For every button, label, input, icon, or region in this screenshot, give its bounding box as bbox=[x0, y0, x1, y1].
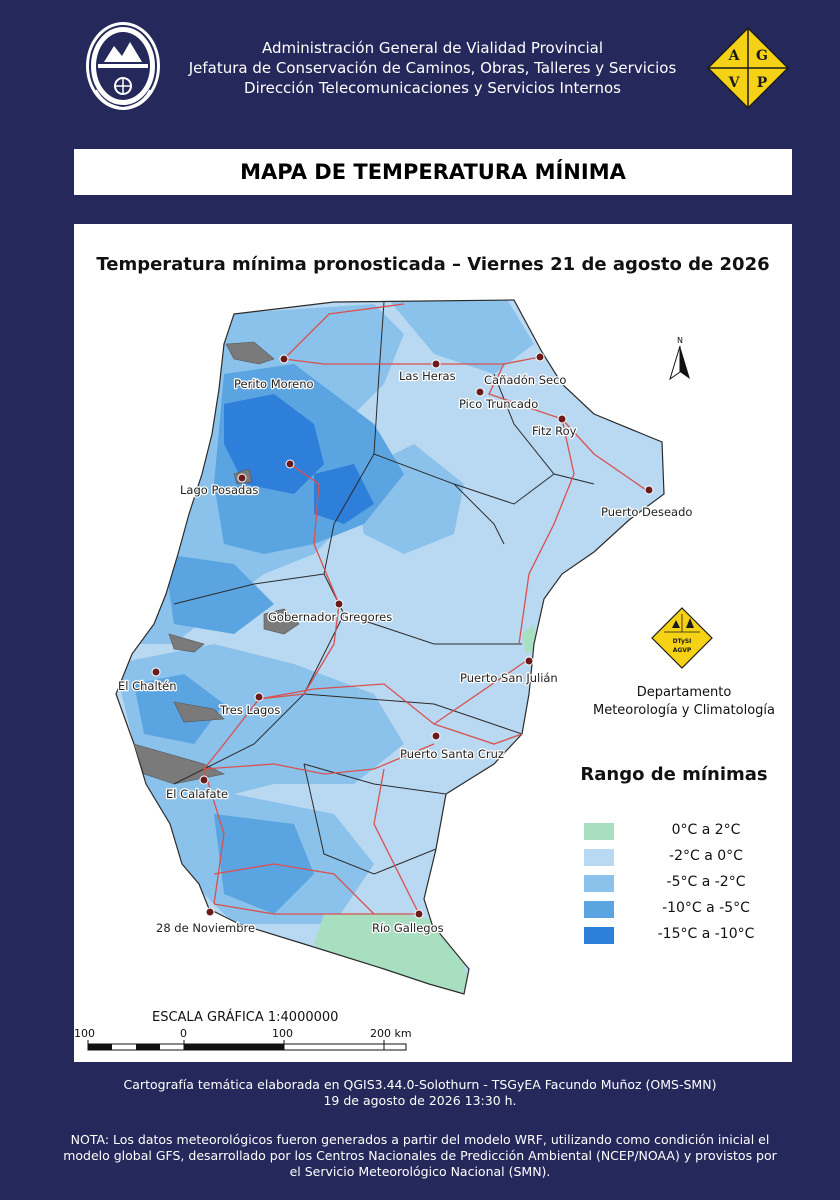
legend-swatch bbox=[584, 901, 614, 918]
department-line-2: Meteorología y Climatología bbox=[592, 703, 775, 718]
legend-swatch bbox=[584, 927, 614, 944]
legend-label: -2°C a 0°C bbox=[669, 848, 743, 864]
legend-item: -10°C a -5°C bbox=[584, 898, 784, 924]
santa-cruz-map: Perito Moreno Las Heras Cañadón Seco Pic… bbox=[87, 299, 694, 1051]
city-label: El Chaltén bbox=[118, 679, 177, 693]
agvp-letter-a: A bbox=[728, 48, 741, 64]
scale-label: 100 bbox=[272, 1027, 293, 1040]
city-label: 28 de Noviembre bbox=[156, 921, 255, 935]
scale-label: 200 km bbox=[370, 1027, 412, 1040]
legend-swatch bbox=[584, 849, 614, 866]
agvp-letter-g: G bbox=[756, 48, 768, 64]
header-line-1: Administración General de Vialidad Provi… bbox=[261, 39, 604, 57]
data-note: NOTA: Los datos meteorológicos fueron ge… bbox=[63, 1132, 777, 1179]
agvp-letter-v: V bbox=[728, 75, 741, 91]
agvp-logo-icon: A G V P bbox=[706, 26, 790, 110]
legend-label: -15°C a -10°C bbox=[657, 926, 755, 942]
department-line-1: Departamento bbox=[636, 685, 732, 700]
city-label: Lago Posadas bbox=[180, 483, 258, 497]
legend-item: 0°C a 2°C bbox=[584, 820, 784, 846]
header-line-2: Jefatura de Conservación de Caminos, Obr… bbox=[188, 59, 677, 77]
city-label: Puerto Deseado bbox=[601, 505, 692, 519]
city-label: Gobernador Gregores bbox=[268, 610, 392, 624]
city-label: Pico Truncado bbox=[459, 397, 538, 411]
legend-label: -10°C a -5°C bbox=[662, 900, 750, 916]
city-label: El Calafate bbox=[166, 787, 228, 801]
scale-title: ESCALA GRÁFICA 1:4000000 bbox=[152, 1010, 339, 1025]
credit-line: Cartografía temática elaborada en QGIS3.… bbox=[123, 1077, 717, 1092]
credit-date: 19 de agosto de 2026 13:30 h. bbox=[323, 1093, 517, 1108]
agvp-letter-p: P bbox=[757, 75, 768, 91]
scale-label: 0 bbox=[180, 1027, 187, 1040]
legend-swatch bbox=[584, 823, 614, 840]
provincial-seal-icon bbox=[86, 22, 160, 110]
footer-credit: Cartografía temática elaborada en QGIS3.… bbox=[40, 1077, 800, 1109]
legend-item: -15°C a -10°C bbox=[584, 924, 784, 950]
header: Administración General de Vialidad Provi… bbox=[0, 0, 840, 140]
legend-label: -5°C a -2°C bbox=[666, 874, 746, 890]
legend-item: -5°C a -2°C bbox=[584, 872, 784, 898]
city-label: Puerto Santa Cruz bbox=[400, 747, 504, 761]
legend: 0°C a 2°C -2°C a 0°C -5°C a -2°C -10°C a… bbox=[584, 820, 784, 950]
legend-label: 0°C a 2°C bbox=[671, 822, 741, 838]
north-label: N bbox=[677, 336, 683, 345]
city-label: Río Gallegos bbox=[372, 921, 444, 935]
header-line-3: Dirección Telecomunicaciones y Servicios… bbox=[244, 79, 621, 97]
legend-swatch bbox=[584, 875, 614, 892]
dtysi-logo-icon: DTySI AGVP bbox=[651, 607, 713, 669]
legend-title: Rango de mínimas bbox=[580, 764, 768, 785]
roads bbox=[203, 303, 650, 915]
map-panel: Temperatura mínima pronosticada – Vierne… bbox=[74, 224, 792, 1062]
scale-label: 100 bbox=[74, 1027, 95, 1040]
agvp-text: AGVP bbox=[673, 647, 692, 654]
dtysi-text: DTySI bbox=[673, 638, 692, 645]
city-markers bbox=[151, 352, 654, 919]
department-label: Departamento Meteorología y Climatología bbox=[579, 684, 789, 720]
north-arrow-icon: N bbox=[669, 336, 690, 381]
city-label: Cañadón Seco bbox=[484, 373, 566, 387]
city-label: Las Heras bbox=[399, 369, 456, 383]
city-label: Puerto San Julián bbox=[460, 671, 558, 685]
scale-bar bbox=[87, 1040, 407, 1051]
legend-item: -2°C a 0°C bbox=[584, 846, 784, 872]
city-label: Tres Lagos bbox=[219, 703, 280, 717]
city-label: Fitz Roy bbox=[532, 424, 577, 438]
page-title: MAPA DE TEMPERATURA MÍNIMA bbox=[74, 149, 792, 195]
department-boundaries bbox=[173, 301, 595, 875]
header-text: Administración General de Vialidad Provi… bbox=[170, 38, 695, 98]
map-subtitle: Temperatura mínima pronosticada – Vierne… bbox=[96, 254, 770, 275]
city-label: Perito Moreno bbox=[234, 377, 314, 391]
